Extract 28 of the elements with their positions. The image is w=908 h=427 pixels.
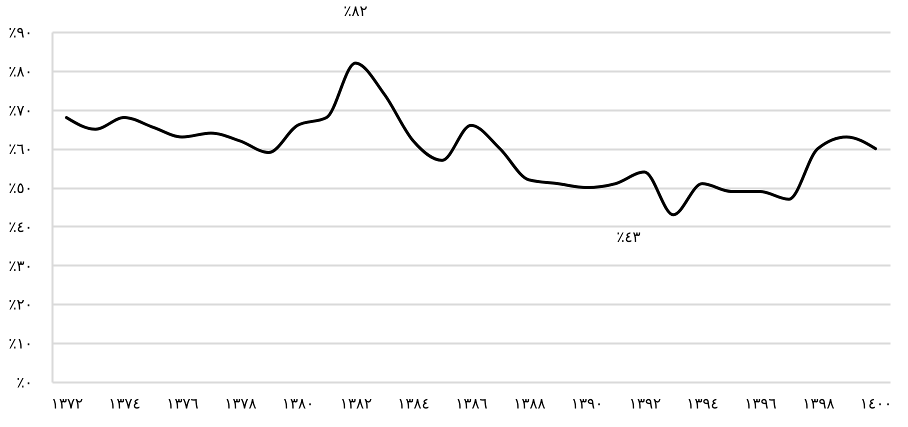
y-tick-label: ٪٦٠ — [8, 142, 32, 158]
x-tick-label: ١٣٧٢ — [50, 396, 83, 412]
x-tick-label: ١٣٩٨ — [802, 396, 834, 412]
x-tick-label: ١٣٨٢ — [340, 396, 372, 412]
y-tick-label: ٪٨٠ — [8, 64, 32, 80]
x-tick-label: ١٣٨٦ — [456, 396, 488, 412]
x-tick-label: ١٣٧٤ — [108, 396, 141, 412]
x-tick-label: ١٣٨٤ — [398, 396, 430, 412]
x-tick-label: ١٣٩٦ — [744, 396, 776, 412]
y-tick-label: ٪٣٠ — [8, 258, 32, 275]
x-tick-label: ١٣٧٨ — [224, 396, 256, 412]
y-tick-label: ٪٢٠ — [8, 298, 32, 314]
x-tick-label: ١٣٨٠ — [282, 396, 314, 412]
x-tick-label: ١٣٨٨ — [513, 396, 546, 412]
x-tick-label: ١٣٩٢ — [628, 396, 661, 412]
annotation: ٪٨٢ — [343, 4, 368, 20]
x-tick-label: ١٣٩٤ — [686, 396, 719, 412]
y-tick-label: ٪٧٠ — [8, 103, 32, 120]
x-tick-label: ١٤٠٠ — [860, 396, 892, 412]
y-tick-label: ٪٩٠ — [8, 26, 32, 42]
x-tick-label: ١٣٧٦ — [166, 396, 199, 412]
y-tick-label: ٪٥٠ — [8, 181, 32, 198]
y-tick-label: ٪٤٠ — [8, 220, 32, 236]
x-tick-label: ١٣٩٠ — [571, 396, 604, 412]
y-tick-label: ٪٠ — [16, 376, 32, 392]
y-tick-label: ٪١٠ — [8, 336, 32, 353]
line-series — [64, 62, 878, 216]
annotation: ٪٤٣ — [616, 230, 640, 246]
